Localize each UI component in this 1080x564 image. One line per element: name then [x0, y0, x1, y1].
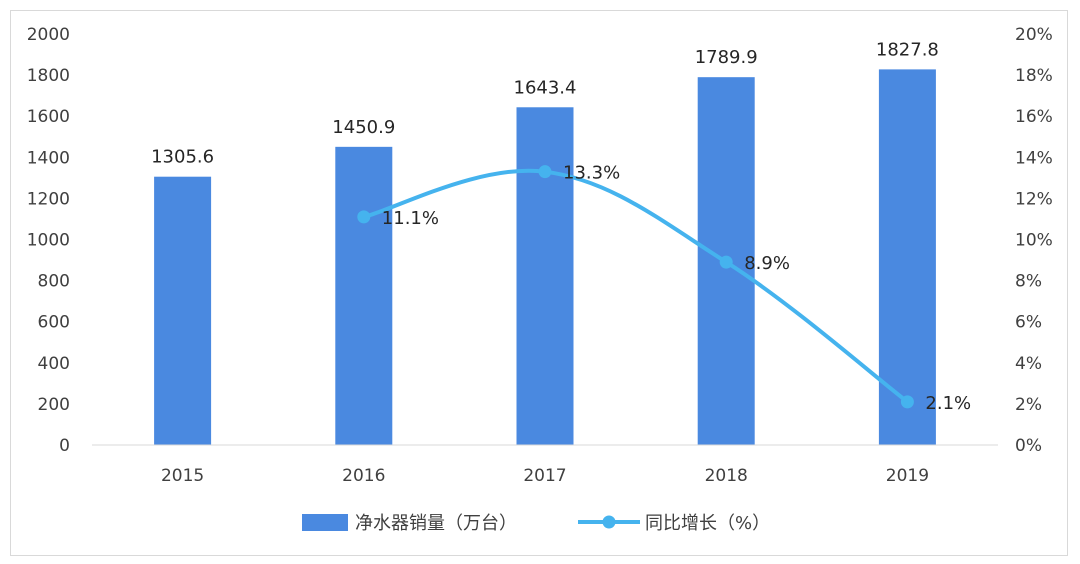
x-tick-label: 2015 — [161, 466, 204, 486]
right-tick-label: 0% — [1015, 436, 1042, 456]
bar-label-2017: 1643.4 — [514, 77, 577, 98]
right-tick-label: 20% — [1015, 25, 1053, 45]
x-tick-label: 2017 — [523, 466, 566, 486]
legend-bar-swatch — [302, 514, 348, 531]
line-point-2017 — [538, 165, 552, 179]
legend: 净水器销量（万台） 同比增长（%） — [302, 513, 770, 534]
line-point-2016 — [357, 210, 371, 224]
right-tick-label: 18% — [1015, 66, 1053, 86]
bar-label-2018: 1789.9 — [695, 47, 758, 68]
line-point-2019 — [900, 395, 914, 409]
line-label-2017: 13.3% — [563, 163, 620, 184]
x-tick-label: 2016 — [342, 466, 385, 486]
left-tick-label: 800 — [38, 272, 70, 292]
right-tick-label: 14% — [1015, 148, 1053, 168]
right-tick-label: 4% — [1015, 354, 1042, 374]
legend-line-marker — [602, 515, 616, 529]
line-data-labels: 11.1% 13.3% 8.9% 2.1% — [382, 163, 971, 414]
line-label-2016: 11.1% — [382, 208, 439, 229]
bar-label-2016: 1450.9 — [332, 117, 395, 138]
right-tick-label: 10% — [1015, 231, 1053, 251]
left-tick-label: 1000 — [27, 231, 70, 251]
left-tick-label: 1400 — [27, 148, 70, 168]
line-series — [357, 165, 914, 409]
left-tick-label: 600 — [38, 313, 70, 333]
legend-line-label: 同比增长（%） — [645, 513, 770, 534]
bar-data-labels: 1305.6 1450.9 1643.4 1789.9 1827.8 — [151, 39, 939, 167]
right-tick-label: 16% — [1015, 107, 1053, 127]
left-tick-label: 200 — [38, 395, 70, 415]
line-point-2018 — [719, 255, 733, 269]
bar-2017 — [516, 107, 574, 445]
left-axis-ticks: 0 200 400 600 800 1000 1200 1400 1600 1800 2000 — [27, 25, 70, 456]
left-tick-label: 1800 — [27, 66, 70, 86]
legend-bar-label: 净水器销量（万台） — [355, 513, 517, 534]
bar-label-2019: 1827.8 — [876, 39, 939, 60]
right-axis-ticks: 0% 2% 4% 6% 8% 10% 12% 14% 16% 18% 20% — [1015, 25, 1053, 456]
bar-2015 — [154, 176, 212, 445]
x-tick-label: 2019 — [886, 466, 929, 486]
right-tick-label: 12% — [1015, 189, 1053, 209]
bar-label-2015: 1305.6 — [151, 147, 214, 168]
right-tick-label: 8% — [1015, 272, 1042, 292]
x-tick-label: 2018 — [705, 466, 748, 486]
left-tick-label: 1600 — [27, 107, 70, 127]
growth-line — [363, 168, 909, 404]
bar-2016 — [335, 146, 393, 445]
left-tick-label: 0 — [59, 436, 70, 456]
left-tick-label: 400 — [38, 354, 70, 374]
line-label-2018: 8.9% — [744, 253, 790, 274]
left-tick-label: 1200 — [27, 189, 70, 209]
right-tick-label: 2% — [1015, 395, 1042, 415]
right-tick-label: 6% — [1015, 313, 1042, 333]
line-label-2019: 2.1% — [925, 393, 971, 414]
bar-2019 — [878, 69, 936, 446]
left-tick-label: 2000 — [27, 25, 70, 45]
bar-series — [154, 69, 936, 446]
x-axis-ticks: 2015 2016 2017 2018 2019 — [161, 466, 929, 486]
